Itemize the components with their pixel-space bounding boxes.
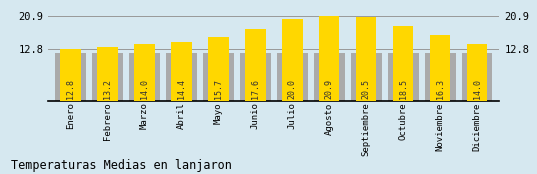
Text: 20.5: 20.5 [362,79,371,99]
Text: 15.7: 15.7 [214,79,223,99]
Bar [97,47,118,101]
Bar [388,53,418,101]
Text: 20.9: 20.9 [325,79,334,99]
Text: 20.0: 20.0 [288,79,297,99]
Text: 14.0: 14.0 [473,79,482,99]
Text: 13.2: 13.2 [103,79,112,99]
Bar [134,44,155,101]
Bar [55,53,86,101]
Text: 14.0: 14.0 [140,79,149,99]
Bar [314,53,345,101]
Bar [351,53,382,101]
Text: 14.4: 14.4 [177,79,186,99]
Bar [356,17,376,101]
Bar [203,53,234,101]
Bar [462,53,492,101]
Bar [393,26,413,101]
Bar [282,19,302,101]
Text: 16.3: 16.3 [436,79,445,99]
Text: Temperaturas Medias en lanjaron: Temperaturas Medias en lanjaron [11,159,231,172]
Bar [92,53,123,101]
Text: 12.8: 12.8 [66,79,75,99]
Text: 18.5: 18.5 [399,79,408,99]
Bar [171,42,192,101]
Bar [425,53,455,101]
Bar [277,53,308,101]
Bar [129,53,159,101]
Bar [208,37,229,101]
Bar [430,35,451,101]
Bar [245,29,266,101]
Bar [240,53,271,101]
Text: 17.6: 17.6 [251,79,260,99]
Bar [467,44,488,101]
Bar [166,53,197,101]
Bar [319,16,339,101]
Bar [60,49,81,101]
